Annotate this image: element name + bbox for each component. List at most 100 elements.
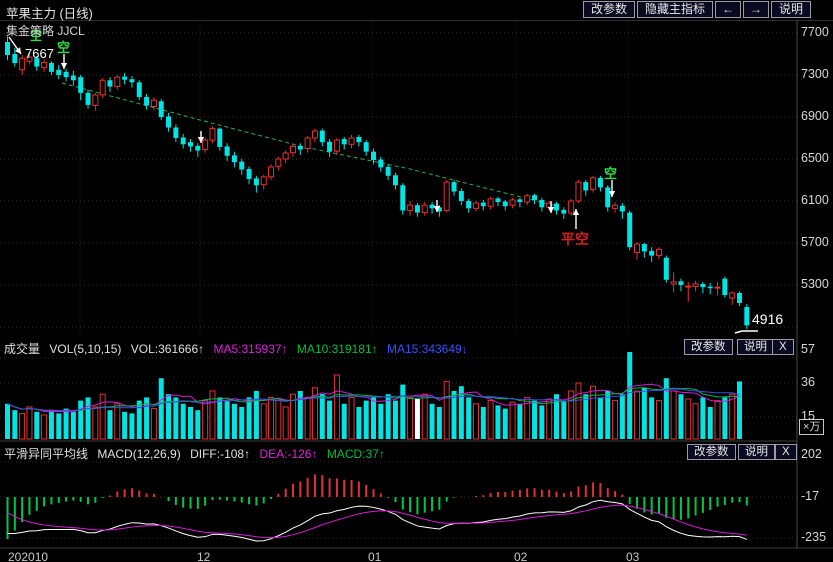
candle-body — [92, 94, 99, 106]
volume-bar — [260, 403, 267, 440]
candle-body — [327, 141, 333, 152]
volume-close-button[interactable]: X — [772, 339, 794, 355]
candle-body — [348, 137, 355, 145]
candle-body — [421, 204, 428, 214]
volume-bar — [371, 397, 376, 439]
signal-arrow-head — [572, 209, 580, 215]
volume-bar — [407, 396, 414, 440]
volume-bar — [5, 403, 10, 439]
volume-bar — [392, 400, 398, 439]
candle-body — [231, 155, 237, 163]
volume-bar — [129, 413, 135, 439]
signal-arrow-head — [547, 207, 555, 213]
volume-bar — [509, 401, 516, 440]
macd-close-button[interactable]: X — [775, 444, 797, 460]
volume-bar — [348, 396, 355, 440]
volume-bar — [487, 400, 494, 440]
volume-bar — [649, 397, 655, 439]
macd-axis-label: -17 — [801, 489, 820, 503]
macd-axis-label: -235 — [801, 530, 827, 544]
price-axis-label: 5700 — [801, 235, 829, 249]
candle-body — [188, 142, 193, 147]
candle-body — [107, 80, 113, 87]
candle-body — [655, 248, 662, 257]
volume-bar — [122, 411, 128, 439]
macd-dea-value: DEA:-126↑ — [259, 447, 318, 461]
candle-body — [166, 116, 172, 128]
candle-body — [253, 178, 259, 186]
candle-body — [407, 204, 414, 211]
candle-body — [400, 185, 406, 211]
volume-axis-label: 36 — [801, 375, 815, 389]
price-axis-label: 6900 — [801, 109, 829, 123]
volume-bar — [202, 400, 209, 440]
candle-body — [385, 166, 391, 176]
volume-axis-label: 57 — [801, 342, 815, 356]
prev-arrow-button[interactable]: ← — [715, 1, 742, 18]
volume-bar — [722, 397, 728, 439]
candle-body — [414, 205, 420, 213]
volume-bar — [356, 407, 362, 439]
macd-help-button[interactable]: 说明 — [738, 444, 775, 460]
volume-ma15-line — [7, 388, 740, 412]
volume-bar — [63, 408, 69, 439]
signal-arrow-head — [14, 47, 21, 54]
candle-body — [70, 75, 76, 81]
candle-body — [5, 42, 10, 56]
volume-bar — [663, 378, 669, 439]
volume-bar — [26, 406, 33, 440]
volume-bar — [333, 374, 340, 440]
candle-body — [495, 198, 501, 203]
candle-body — [19, 57, 26, 71]
candle-body — [217, 128, 223, 147]
volume-bar — [150, 408, 157, 440]
candle-body — [56, 69, 62, 75]
change-params-button[interactable]: 改参数 — [583, 1, 636, 18]
volume-bar — [692, 403, 699, 440]
volume-bar — [378, 403, 384, 439]
volume-ma5-value: MA5:315937↑ — [213, 342, 288, 356]
help-button[interactable]: 说明 — [771, 1, 812, 18]
candle-body — [122, 76, 128, 80]
candle-body — [363, 142, 369, 152]
candle-body — [275, 158, 282, 167]
candle-body — [729, 292, 736, 299]
candle-body — [649, 250, 655, 256]
candle-body — [436, 207, 442, 212]
candle-body — [612, 204, 619, 209]
candle-body — [663, 257, 669, 280]
candle-body — [209, 128, 216, 141]
volume-bar — [70, 411, 76, 439]
volume-bar — [246, 397, 252, 439]
volume-bar — [224, 400, 230, 439]
volume-change-params-button[interactable]: 改参数 — [684, 339, 733, 355]
candle-body — [466, 201, 472, 209]
volume-bar — [400, 384, 406, 439]
price-axis-label: 6500 — [801, 151, 829, 165]
close-short-label: 平空 — [561, 231, 589, 247]
volume-bar — [451, 391, 457, 439]
candle-body — [429, 204, 435, 209]
volume-bar — [619, 394, 625, 439]
next-arrow-button[interactable]: → — [743, 1, 770, 18]
volume-bar — [700, 397, 706, 439]
volume-bar — [19, 412, 26, 440]
macd-change-params-button[interactable]: 改参数 — [687, 444, 736, 460]
candle-body — [692, 283, 699, 288]
candle-body — [319, 130, 325, 143]
candle-body — [158, 101, 164, 117]
candle-body — [744, 307, 750, 326]
volume-bar — [180, 403, 186, 439]
hide-main-indicator-button[interactable]: 隐藏主指标 — [637, 1, 714, 18]
volume-bar — [275, 400, 282, 440]
volume-bar — [443, 380, 450, 440]
last-price-marker — [734, 330, 758, 334]
time-axis-label: 202010 — [8, 550, 49, 562]
volume-bar — [253, 391, 259, 439]
volume-help-button[interactable]: 说明 — [737, 339, 774, 355]
volume-bar — [414, 399, 420, 439]
candle-body — [714, 286, 721, 289]
volume-ma15-value: MA15:343649↓ — [386, 342, 468, 356]
time-axis-label: 03 — [626, 550, 640, 562]
